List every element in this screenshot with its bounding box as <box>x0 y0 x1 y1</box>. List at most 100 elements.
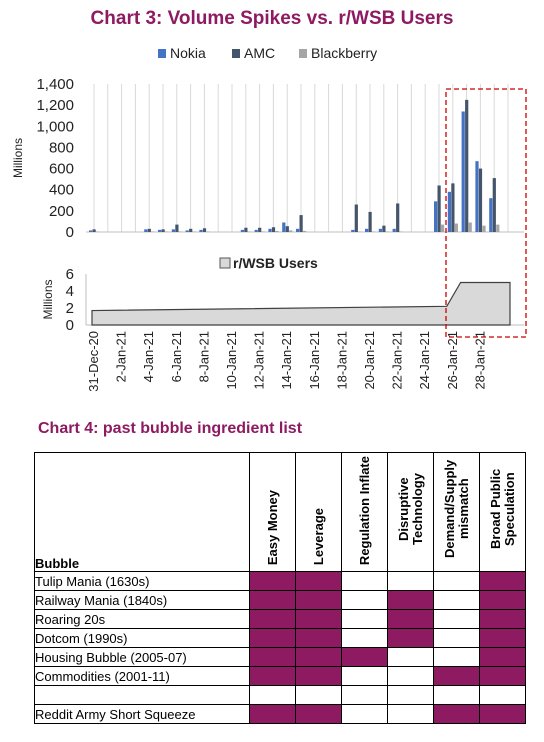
ingredient-label: Regulation Inflate <box>356 455 372 565</box>
bar-blackberry <box>192 231 196 232</box>
ingredient-absent-cell <box>433 685 480 705</box>
legend-swatch-wsb <box>219 257 231 269</box>
bar-blackberry <box>289 230 293 232</box>
x-tick-label: 2-Jan-21 <box>114 331 129 382</box>
bar-nokia <box>365 228 369 232</box>
bubble-name: Dotcom (1990s) <box>34 628 250 648</box>
x-tick-label: 20-Jan-21 <box>362 331 377 390</box>
bar-nokia <box>434 201 438 232</box>
ingredient-present-cell <box>295 704 342 724</box>
bar-amc <box>202 228 207 232</box>
bar-amc <box>451 183 455 232</box>
legend-label-2: Blackberry <box>311 45 377 61</box>
ingredient-label: Broad Public Speculation <box>487 468 517 550</box>
ingredient-absent-cell <box>249 685 296 705</box>
bar-nokia <box>254 229 258 232</box>
table-row: Reddit Army Short Squeeze <box>34 704 526 724</box>
ingredient-header: Broad Public Speculation <box>479 452 526 572</box>
ingredient-label: Demand/Supply mismatch <box>441 459 471 559</box>
bar-blackberry <box>275 230 279 232</box>
x-tick-label: 22-Jan-21 <box>390 331 405 390</box>
bubble-name: Housing Bubble (2005-07) <box>34 647 250 667</box>
bar-blackberry <box>247 231 251 232</box>
legend-label-0: Nokia <box>170 45 206 61</box>
bar-amc <box>492 178 496 232</box>
bubble-column-header: Bubble <box>34 452 250 572</box>
bar-nokia <box>378 228 382 232</box>
bubble-name <box>34 685 250 705</box>
bar-blackberry <box>96 231 100 232</box>
bar-nokia <box>171 229 175 232</box>
bar-blackberry <box>482 225 486 232</box>
x-tick-label: 18-Jan-21 <box>334 331 349 390</box>
bar-blackberry <box>178 231 182 232</box>
bar-y-tick: 1,000 <box>36 118 74 135</box>
bar-nokia <box>199 229 203 232</box>
x-tick-label: 31-Dec-20 <box>86 331 101 392</box>
table-row <box>34 685 526 705</box>
area-y-tick: 0 <box>66 317 74 334</box>
table-row: Dotcom (1990s) <box>34 628 526 648</box>
bar-y-axis-title: Millions <box>11 138 25 178</box>
area-y-tick: 6 <box>66 266 74 283</box>
bar-nokia <box>296 228 300 232</box>
bar-y-tick: 400 <box>49 182 74 199</box>
bar-nokia <box>240 229 244 232</box>
ingredient-header: Leverage <box>295 452 342 572</box>
table-row: Commodities (2001-11) <box>34 666 526 686</box>
bubble-name: Railway Mania (1840s) <box>34 590 250 610</box>
legend-label-wsb: r/WSB Users <box>233 255 318 271</box>
ingredient-present-cell <box>295 666 342 686</box>
ingredient-present-cell <box>295 628 342 648</box>
x-tick-label: 24-Jan-21 <box>417 331 432 390</box>
ingredient-absent-cell <box>341 628 388 648</box>
ingredient-absent-cell <box>387 571 434 591</box>
ingredient-absent-cell <box>433 628 480 648</box>
ingredient-present-cell <box>249 666 296 686</box>
chart3-title: Chart 3: Volume Spikes vs. r/WSB Users <box>90 8 454 29</box>
bar-blackberry <box>468 222 472 232</box>
ingredient-present-cell <box>479 647 526 667</box>
ingredient-absent-cell <box>295 685 342 705</box>
x-tick-label: 10-Jan-21 <box>224 331 239 390</box>
bar-y-tick: 800 <box>49 139 74 156</box>
area-y-tick: 4 <box>66 283 74 300</box>
ingredient-present-cell <box>479 666 526 686</box>
ingredient-present-cell <box>433 666 480 686</box>
bar-nokia <box>89 230 93 232</box>
ingredient-present-cell <box>479 609 526 629</box>
bar-nokia <box>351 229 355 232</box>
bar-amc <box>258 227 262 232</box>
ingredient-present-cell <box>295 647 342 667</box>
bar-amc <box>354 204 358 232</box>
table-body: Tulip Mania (1630s) Railway Mania (1840s)… <box>34 571 526 724</box>
ingredient-present-cell <box>249 590 296 610</box>
bar-amc <box>437 185 441 232</box>
bar-amc <box>175 224 179 232</box>
ingredient-absent-cell <box>433 609 480 629</box>
bar-nokia <box>158 229 162 232</box>
bubble-name: Commodities (2001-11) <box>34 666 250 686</box>
highlight-box <box>445 88 527 338</box>
bubble-ingredient-table: Bubble Easy Money Leverage Regulation Infla… <box>34 452 526 724</box>
ingredient-absent-cell <box>433 590 480 610</box>
bar-nokia <box>461 111 465 232</box>
bar-amc <box>161 229 165 232</box>
ingredient-present-cell <box>295 609 342 629</box>
ingredient-absent-cell <box>433 571 480 591</box>
bar-blackberry <box>165 231 169 232</box>
ingredient-header: Disruptive Technology <box>387 452 434 572</box>
wsb-users-area <box>91 281 511 326</box>
bar-y-tick: 0 <box>66 224 74 241</box>
ingredient-present-cell <box>295 571 342 591</box>
ingredient-present-cell <box>295 590 342 610</box>
table-row: Railway Mania (1840s) <box>34 590 526 610</box>
ingredient-absent-cell <box>341 590 388 610</box>
bar-blackberry <box>372 231 376 232</box>
ingredient-header: Easy Money <box>249 452 296 572</box>
bar-amc <box>147 228 151 232</box>
bar-blackberry <box>151 231 155 232</box>
x-tick-label: 14-Jan-21 <box>279 331 294 390</box>
bar-blackberry <box>496 224 500 232</box>
ingredient-header: Regulation Inflate <box>341 452 388 572</box>
